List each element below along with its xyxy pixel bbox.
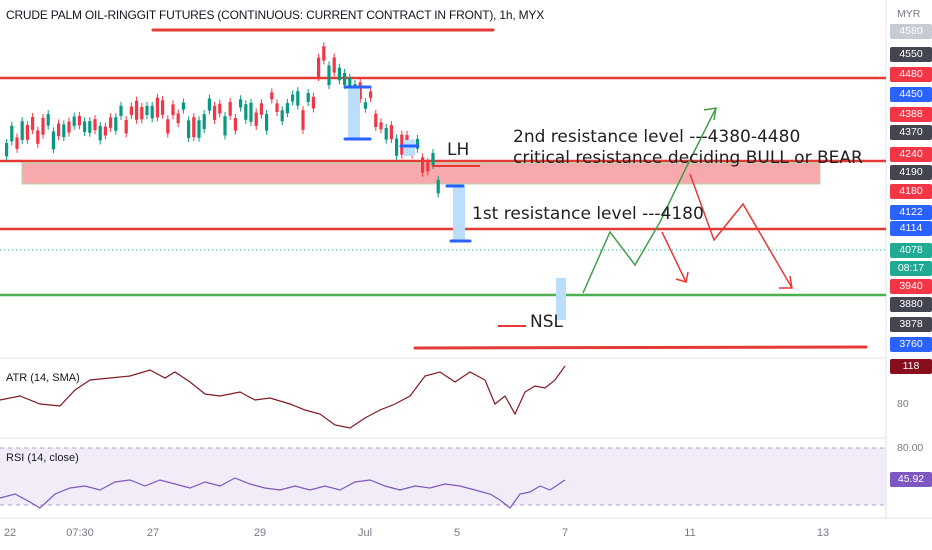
nsl-annotation: NSL xyxy=(530,312,563,332)
time-tick-22: 22 xyxy=(4,527,16,539)
chart-title: CRUDE PALM OIL-RINGGIT FUTURES (CONTINUO… xyxy=(6,8,544,22)
bottom-drawn-line xyxy=(415,347,866,348)
time-tick-0730: 07:30 xyxy=(66,527,94,539)
rsi-axis-top: 80.00 xyxy=(897,442,923,454)
price-label-4388: 4388 xyxy=(890,107,932,122)
price-label-4580: 4580 xyxy=(890,24,932,39)
lh-annotation: LH xyxy=(447,140,469,160)
price-label-4180: 4180 xyxy=(890,184,932,199)
resistance2-text-line1: 2nd resistance level ---4380-4480 xyxy=(513,127,800,147)
time-tick-13: 13 xyxy=(817,527,829,539)
price-label-4370: 4370 xyxy=(890,125,932,140)
price-label-3880: 3880 xyxy=(890,297,932,312)
rsi-value-label: 45.92 xyxy=(890,472,932,487)
price-label-4114: 4114 xyxy=(890,221,932,236)
price-label-0817: 08:17 xyxy=(890,261,932,276)
time-tick-11: 11 xyxy=(684,527,695,539)
price-label-4122: 4122 xyxy=(890,205,932,220)
price-label-4240: 4240 xyxy=(890,147,932,162)
price-label-4550: 4550 xyxy=(890,47,932,62)
rsi-label[interactable]: RSI (14, close) xyxy=(6,452,79,464)
price-label-4190: 4190 xyxy=(890,165,932,180)
rsi-band xyxy=(0,448,886,505)
price-label-3878: 3878 xyxy=(890,317,932,332)
price-label-4078: 4078 xyxy=(890,243,932,258)
resistance1-text: 1st resistance level ---4180 xyxy=(472,204,704,224)
price-label-3760: 3760 xyxy=(890,337,932,352)
atr-line xyxy=(0,366,565,428)
forecast-bear-path-2 xyxy=(690,174,792,288)
price-label-3940: 3940 xyxy=(890,279,932,294)
forecast-bear-path-1 xyxy=(662,232,686,282)
time-tick-27: 27 xyxy=(147,527,159,539)
price-label-4480: 4480 xyxy=(890,67,932,82)
time-tick-7: 7 xyxy=(562,527,568,539)
time-tick-5: 5 xyxy=(454,527,460,539)
time-tick-29: 29 xyxy=(254,527,266,539)
time-tick-Jul: Jul xyxy=(358,527,372,539)
atr-axis-value: 80 xyxy=(897,398,909,410)
resistance2-text-line2: critical resistance deciding BULL or BEA… xyxy=(513,148,863,168)
forecast-bull-arrowhead xyxy=(704,108,716,120)
atr-label[interactable]: ATR (14, SMA) xyxy=(6,372,80,384)
price-label-4450: 4450 xyxy=(890,87,932,102)
currency-label: MYR xyxy=(897,8,920,20)
price-label-118: 118 xyxy=(890,359,932,374)
